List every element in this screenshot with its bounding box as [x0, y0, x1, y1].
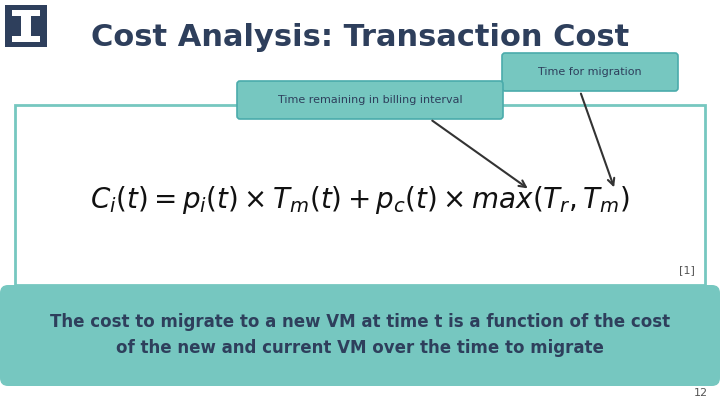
Text: [1]: [1]: [679, 265, 695, 275]
Text: 12: 12: [694, 388, 708, 398]
FancyBboxPatch shape: [12, 36, 40, 42]
FancyBboxPatch shape: [502, 53, 678, 91]
Text: $C_i(t) = p_i(t) \times T_m(t) + p_c(t) \times max(T_r, T_m)$: $C_i(t) = p_i(t) \times T_m(t) + p_c(t) …: [90, 184, 630, 216]
FancyBboxPatch shape: [5, 5, 47, 47]
Text: Time for migration: Time for migration: [538, 67, 642, 77]
FancyBboxPatch shape: [12, 10, 40, 16]
FancyBboxPatch shape: [21, 16, 31, 36]
FancyBboxPatch shape: [15, 105, 705, 285]
Text: The cost to migrate to a new VM at time t is a function of the cost: The cost to migrate to a new VM at time …: [50, 313, 670, 331]
Text: of the new and current VM over the time to migrate: of the new and current VM over the time …: [116, 339, 604, 357]
FancyBboxPatch shape: [237, 81, 503, 119]
FancyBboxPatch shape: [0, 285, 720, 386]
Text: Cost Analysis: Transaction Cost: Cost Analysis: Transaction Cost: [91, 23, 629, 53]
Text: Time remaining in billing interval: Time remaining in billing interval: [278, 95, 462, 105]
